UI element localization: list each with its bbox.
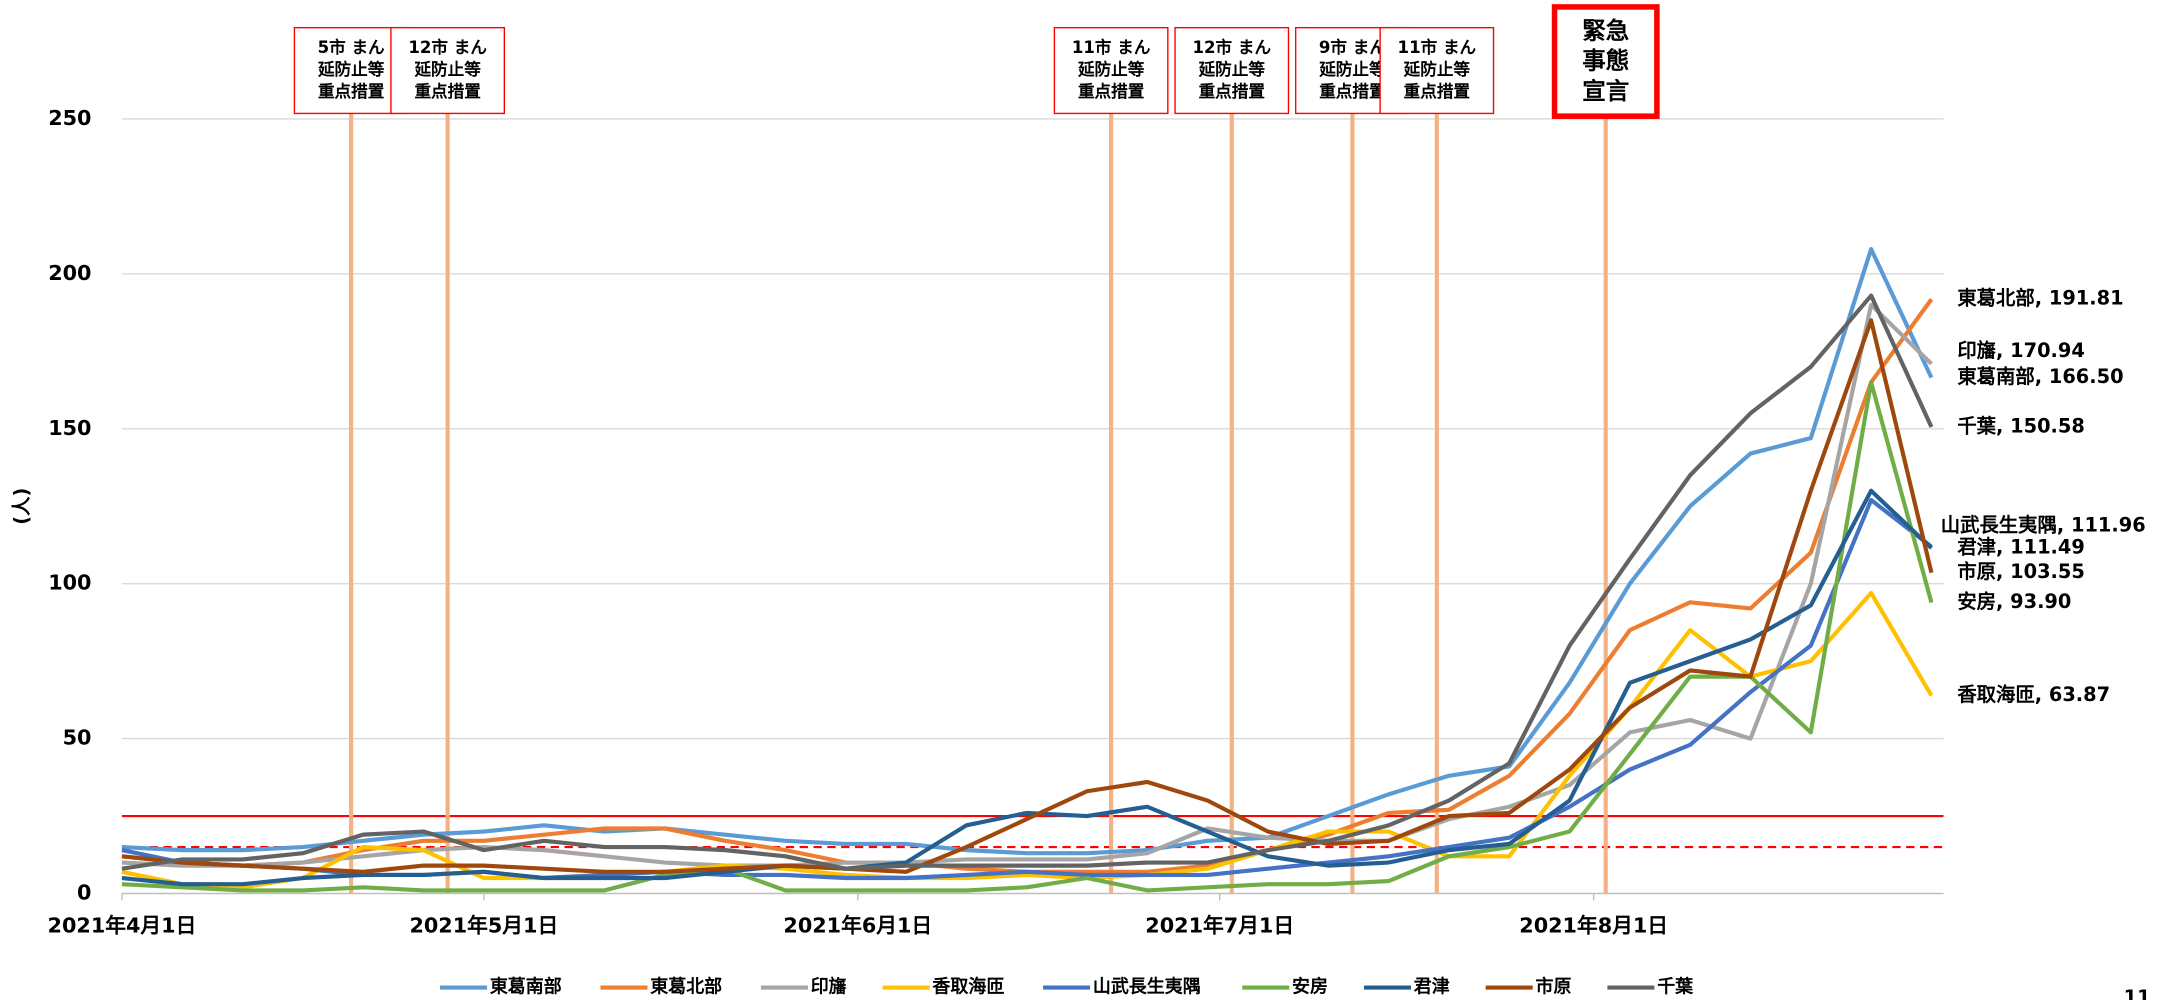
annotation-box bbox=[1174, 26, 1290, 115]
series-line bbox=[121, 246, 1934, 856]
annotation-text: 11市 まん bbox=[1072, 37, 1151, 57]
annotation-text: 延防止等 bbox=[1403, 59, 1471, 79]
end-label: 東葛北部, 191.81 bbox=[1957, 287, 2123, 310]
annotation-text: 重点措置 bbox=[1319, 81, 1385, 101]
y-tick-label: 100 bbox=[48, 571, 91, 595]
legend-label: 安房 bbox=[1292, 976, 1328, 998]
annotation-box bbox=[1053, 26, 1169, 115]
annotation-text: 延防止等 bbox=[413, 59, 481, 79]
y-tick-label: 0 bbox=[77, 880, 91, 904]
end-label: 千葉, 150.58 bbox=[1957, 414, 2085, 437]
series-line bbox=[121, 298, 1934, 874]
legend-label: 君津 bbox=[1414, 976, 1450, 998]
annotation-text: 重点措置 bbox=[1078, 81, 1144, 101]
annotation-box bbox=[390, 26, 506, 115]
series-line bbox=[121, 380, 1934, 893]
legend-label: 東葛北部 bbox=[650, 976, 722, 998]
annotation-text: 重点措置 bbox=[1199, 81, 1265, 101]
end-label: 市原, 103.55 bbox=[1957, 560, 2085, 583]
annotation-text: 12市 まん bbox=[1192, 37, 1271, 57]
annotation-box bbox=[1551, 4, 1660, 119]
series-line bbox=[121, 318, 1934, 874]
x-tick-label: 2021年7月1日 bbox=[1145, 914, 1294, 938]
annotation-text: 重点措置 bbox=[1404, 81, 1470, 101]
y-tick-label: 200 bbox=[48, 261, 91, 285]
annotation-text: 延防止等 bbox=[317, 59, 385, 79]
series-line bbox=[121, 488, 1933, 887]
series-line bbox=[121, 293, 1934, 871]
annotation-box bbox=[1379, 26, 1495, 115]
annotation-box bbox=[293, 26, 409, 115]
series-line bbox=[121, 302, 1933, 868]
annotation-text: 12市 まん bbox=[408, 37, 487, 57]
annotation-text: 9市 まん bbox=[1319, 37, 1386, 57]
annotation-text: 重点措置 bbox=[414, 81, 480, 101]
legend-label: 市原 bbox=[1535, 976, 1571, 998]
annotation-text: 11市 まん bbox=[1398, 37, 1477, 57]
legend-label: 千葉 bbox=[1657, 977, 1694, 998]
page-number: 11 bbox=[2124, 986, 2151, 1000]
end-label: 東葛南部, 166.50 bbox=[1957, 365, 2123, 388]
annotation-text: 緊急 bbox=[1582, 16, 1629, 44]
end-label: 君津, 111.49 bbox=[1957, 536, 2085, 559]
series-line bbox=[121, 590, 1934, 890]
annotation-text: 5市 まん bbox=[318, 37, 385, 57]
end-label: 印旛, 170.94 bbox=[1957, 339, 2085, 362]
x-tick-label: 2021年4月1日 bbox=[48, 914, 197, 938]
y-tick-label: 50 bbox=[63, 726, 92, 750]
legend-label: 香取海匝 bbox=[931, 976, 1004, 998]
x-tick-label: 2021年8月1日 bbox=[1519, 914, 1668, 938]
annotation-text: 延防止等 bbox=[1318, 59, 1386, 79]
legend-label: 東葛南部 bbox=[490, 976, 562, 998]
end-label: 香取海匝, 63.87 bbox=[1956, 683, 2110, 706]
end-label: 山武長生夷隅, 111.96 bbox=[1941, 513, 2146, 536]
annotation-text: 延防止等 bbox=[1198, 59, 1266, 79]
y-tick-label: 150 bbox=[48, 416, 91, 440]
end-label: 安房, 93.90 bbox=[1957, 590, 2071, 613]
x-tick-label: 2021年6月1日 bbox=[783, 914, 932, 938]
legend-label: 山武長生夷隅 bbox=[1093, 976, 1201, 998]
annotation-text: 延防止等 bbox=[1077, 59, 1145, 79]
y-tick-label: 250 bbox=[48, 106, 91, 130]
annotation-text: 重点措置 bbox=[318, 81, 384, 101]
y-axis-label: (人) bbox=[10, 488, 33, 525]
annotation-text: 事態 bbox=[1582, 47, 1629, 75]
annotation-text: 宣言 bbox=[1582, 77, 1629, 105]
x-tick-label: 2021年5月1日 bbox=[409, 914, 558, 938]
legend-label: 印旛 bbox=[811, 976, 847, 998]
